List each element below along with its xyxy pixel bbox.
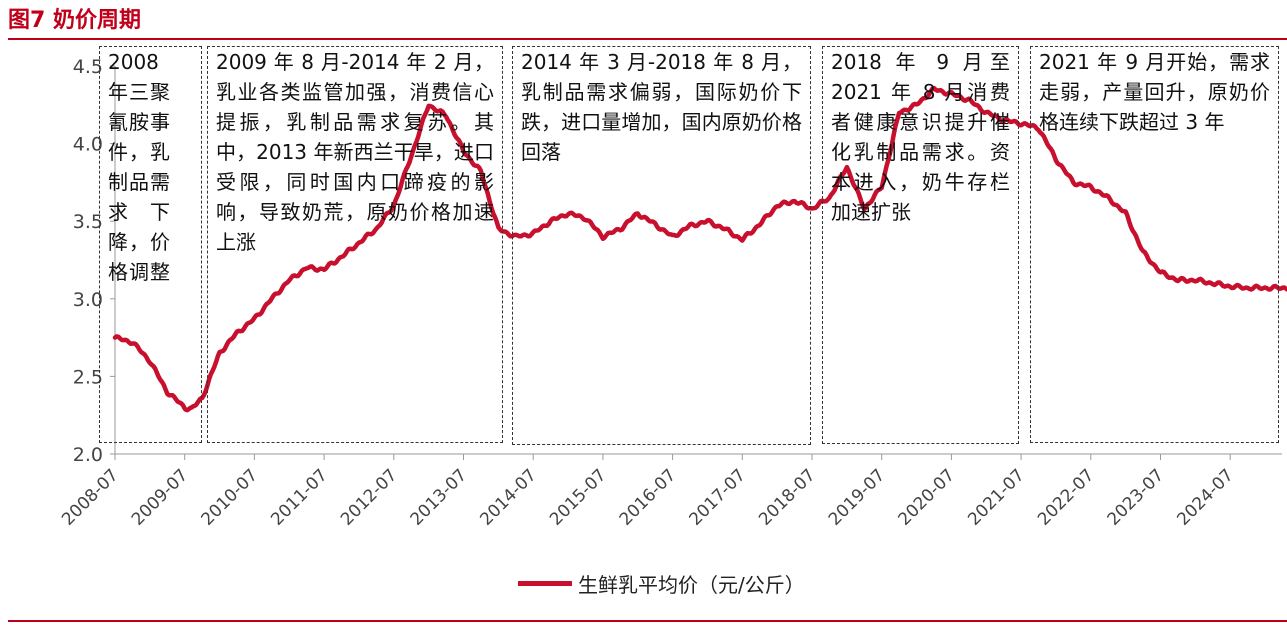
series-line-milk-price xyxy=(112,85,1287,413)
x-tick-label: 2014-07 xyxy=(476,465,540,529)
x-tick-label: 2013-07 xyxy=(407,465,471,529)
x-tick-label: 2011-07 xyxy=(267,465,331,529)
x-tick-label: 2020-07 xyxy=(895,465,959,529)
bottom-divider xyxy=(8,620,1287,622)
x-tick-label: 2016-07 xyxy=(616,465,680,529)
x-tick-label: 2015-07 xyxy=(546,465,610,529)
x-tick-label: 2019-07 xyxy=(825,465,889,529)
annotation-text-2021: 2021 年 9 月开始，需求走弱，产量回升，原奶价格连续下跌超过 3 年 xyxy=(1039,50,1270,134)
x-tick-label: 2021-07 xyxy=(964,465,1028,529)
y-axis-ticks: 2.0 2.5 3.0 3.5 4.0 4.5 xyxy=(73,56,115,466)
x-tick-label: 2010-07 xyxy=(198,465,262,529)
x-tick-label: 2012-07 xyxy=(337,465,401,529)
axes-layer xyxy=(114,66,1282,455)
x-tick-label: 2017-07 xyxy=(685,465,749,529)
annotation-box-2009: 2009 年 8 月-2014 年 2 月，乳业各类监管加强，消费信心提振，乳制… xyxy=(207,46,503,443)
annotation-text-2008: 2008年三聚氰胺事件，乳制品需求下降，价格调整 xyxy=(108,50,170,284)
x-tick-label: 2009-07 xyxy=(128,465,192,529)
top-divider xyxy=(8,38,1287,40)
annotation-text-2018: 2018 年 9 月至 2021 年 8 月消费者健康意识提升催化乳制品需求。资… xyxy=(831,50,1010,224)
annotation-box-2008: 2008年三聚氰胺事件，乳制品需求下降，价格调整 xyxy=(99,46,202,443)
annotation-text-2014: 2014 年 3 月-2018 年 8 月，乳制品需求偏弱，国际奶价下跌，进口量… xyxy=(521,50,802,164)
x-tick-label: 2023-07 xyxy=(1104,465,1168,529)
y-tick-label: 2.5 xyxy=(73,366,103,388)
x-axis-ticks: 2008-07 2009-07 2010-07 2011-07 2012-07 2013-… xyxy=(58,454,1238,530)
chart-legend: 生鲜乳平均价（元/公斤） xyxy=(518,569,805,598)
legend-label: 生鲜乳平均价（元/公斤） xyxy=(578,573,805,597)
x-tick-label: 2018-07 xyxy=(755,465,819,529)
annotation-box-2018: 2018 年 9 月至 2021 年 8 月消费者健康意识提升催化乳制品需求。资… xyxy=(822,46,1019,444)
annotation-text-2009: 2009 年 8 月-2014 年 2 月，乳业各类监管加强，消费信心提振，乳制… xyxy=(216,50,494,254)
annotation-box-2021: 2021 年 9 月开始，需求走弱，产量回升，原奶价格连续下跌超过 3 年 xyxy=(1030,46,1279,443)
annotation-box-2014: 2014 年 3 月-2018 年 8 月，乳制品需求偏弱，国际奶价下跌，进口量… xyxy=(512,46,811,445)
x-tick-label: 2008-07 xyxy=(58,465,122,529)
legend-swatch xyxy=(518,581,572,586)
x-tick-label: 2022-07 xyxy=(1034,465,1098,529)
figure-title: 图7 奶价周期 xyxy=(8,8,141,33)
y-tick-label: 2.0 xyxy=(73,444,103,466)
y-tick-label: 4.5 xyxy=(73,56,103,78)
y-tick-label: 3.5 xyxy=(73,211,103,233)
x-tick-label: 2024-07 xyxy=(1173,465,1237,529)
y-tick-label: 4.0 xyxy=(73,134,103,156)
y-tick-label: 3.0 xyxy=(73,289,103,311)
